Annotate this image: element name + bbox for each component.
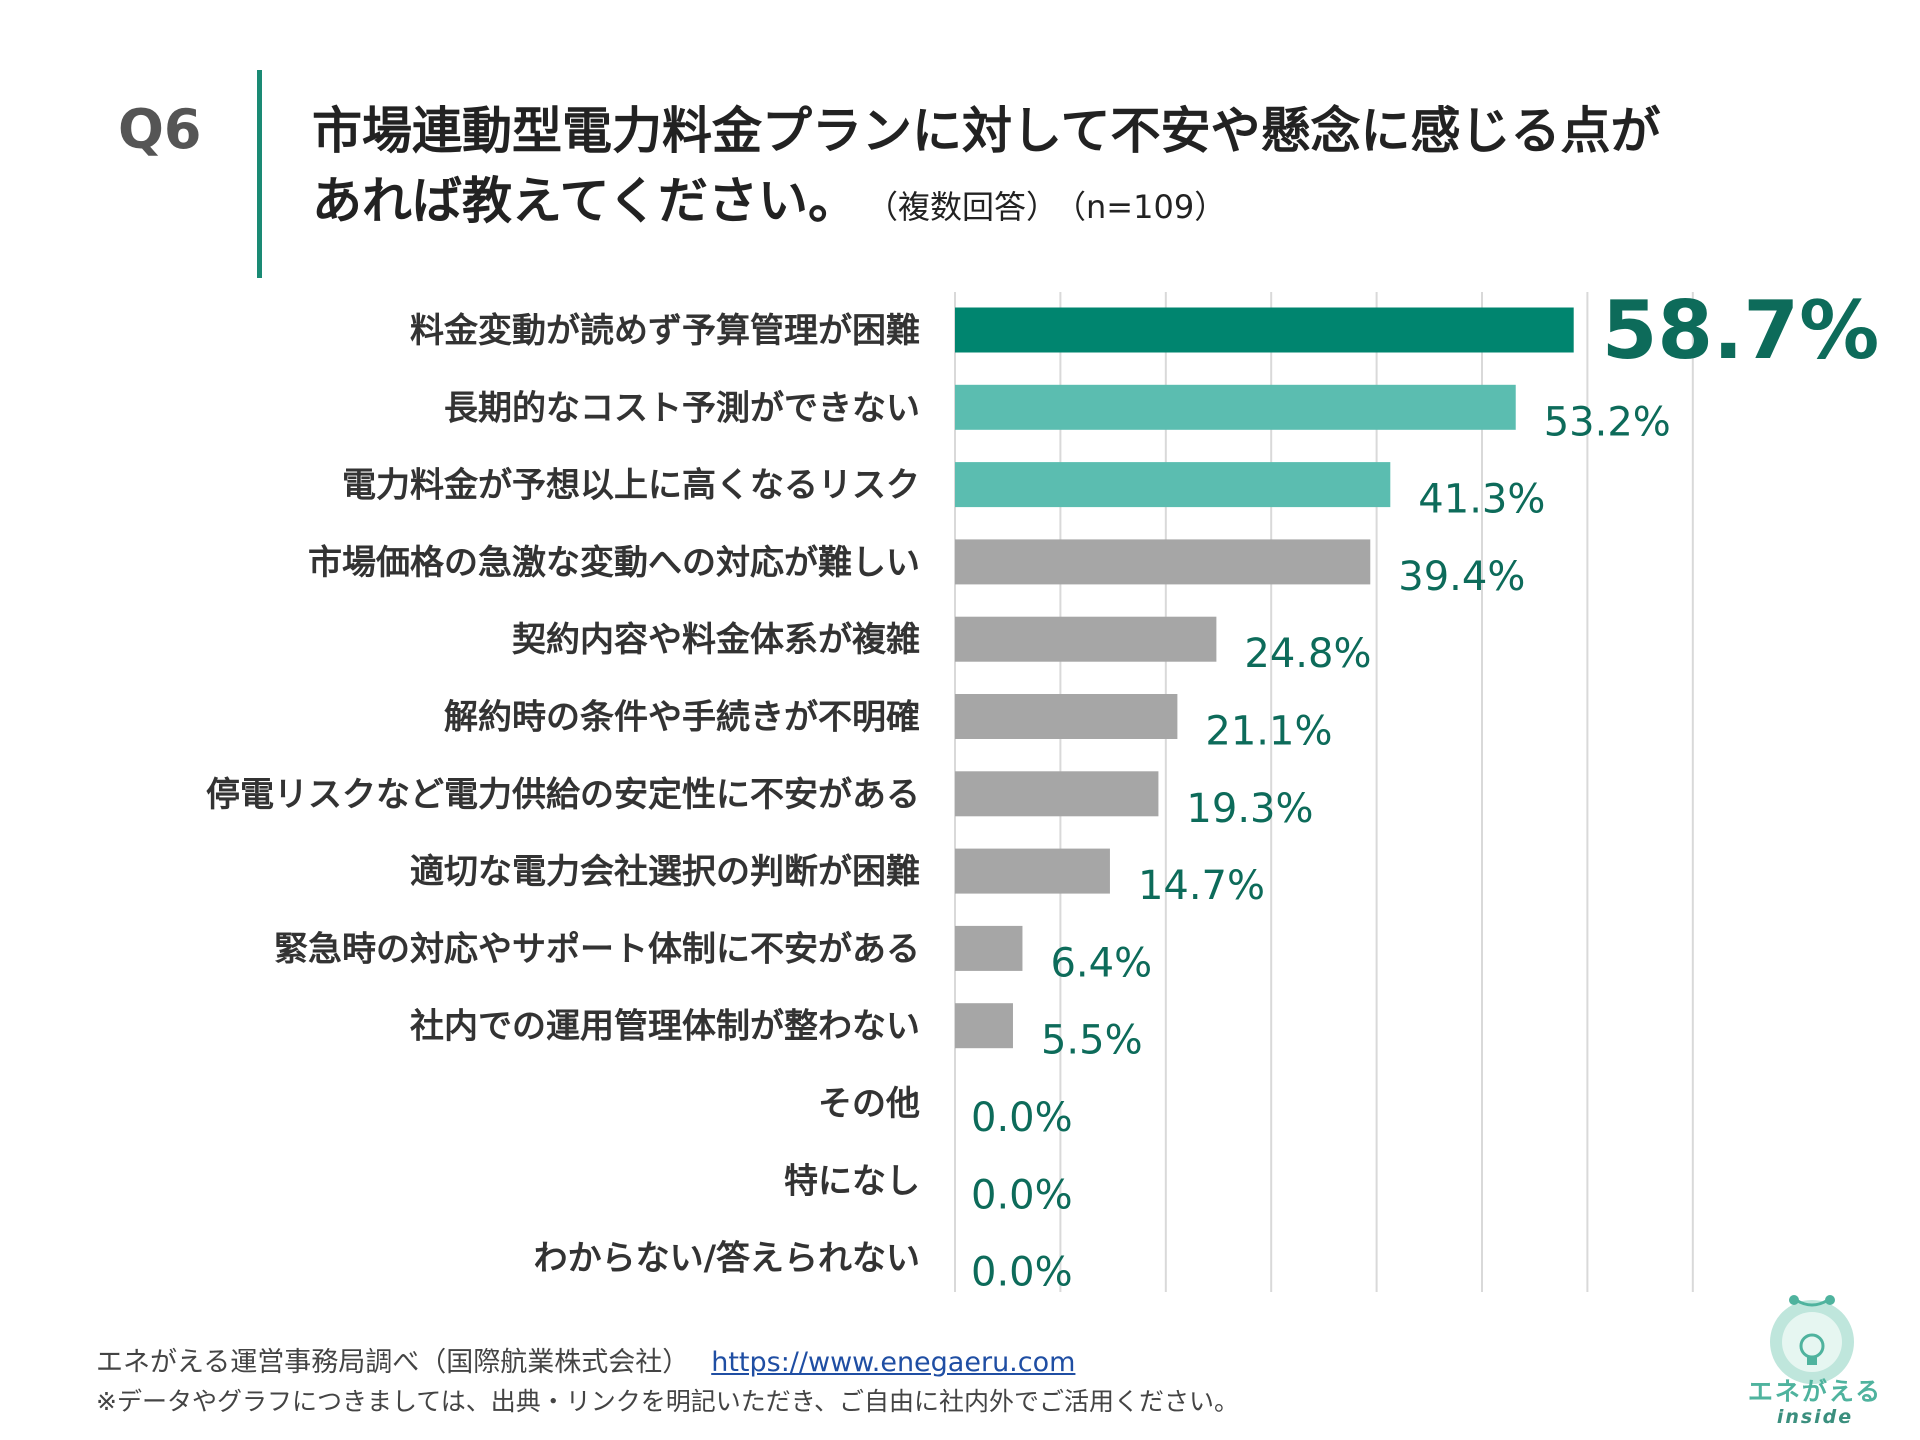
footer-note: ※データやグラフにつきましては、出典・リンクを明記いただき、ご自由に社内外でご活… xyxy=(96,1387,1239,1416)
question-number: Q6 xyxy=(118,98,202,161)
value-label: 14.7% xyxy=(1138,863,1265,909)
title-divider xyxy=(257,70,262,278)
bar xyxy=(955,694,1178,739)
footer-source: エネがえる運営事務局調べ（国際航業株式会社） https://www.enegae… xyxy=(96,1340,1075,1379)
bar xyxy=(955,307,1574,353)
value-label: 21.1% xyxy=(1205,709,1332,755)
category-label: その他 xyxy=(818,1084,920,1124)
bar xyxy=(955,925,1023,971)
category-label: わからない/答えられない xyxy=(534,1239,920,1279)
value-label: 6.4% xyxy=(1050,940,1152,986)
value-label: 0.0% xyxy=(971,1095,1073,1141)
bar xyxy=(955,462,1391,508)
category-label: 特になし xyxy=(784,1161,920,1201)
category-label: 電力料金が予想以上に高くなるリスク xyxy=(342,466,920,506)
question-title: 市場連動型電力料金プランに対して不安や懸念に感じる点が あれば教えてください。 （… xyxy=(312,96,1872,242)
sample-size-note: （n=109） xyxy=(1070,188,1227,226)
category-label: 社内での運用管理体制が整わない xyxy=(410,1007,920,1047)
value-label: 0.0% xyxy=(971,1172,1073,1218)
value-label: 19.3% xyxy=(1186,786,1313,832)
category-label: 料金変動が読めず予算管理が困難 xyxy=(410,311,920,351)
question-title-line2-row: あれば教えてください。 （複数回答） （n=109） xyxy=(312,166,1872,242)
value-label: 0.0% xyxy=(971,1250,1073,1296)
category-label: 停電リスクなど電力供給の安定性に不安がある xyxy=(206,775,920,815)
bar xyxy=(955,539,1371,585)
bar xyxy=(955,771,1159,817)
bar xyxy=(955,848,1110,894)
value-label: 24.8% xyxy=(1244,631,1371,677)
source-text: エネがえる運営事務局調べ（国際航業株式会社） xyxy=(96,1347,690,1378)
source-link[interactable]: https://www.enegaeru.com xyxy=(711,1347,1076,1378)
category-label: 適切な電力会社選択の判断が困難 xyxy=(410,852,920,892)
value-label: 5.5% xyxy=(1041,1018,1143,1064)
logo-sub: inside xyxy=(1776,1406,1854,1428)
category-label: 長期的なコスト予測ができない xyxy=(444,388,920,428)
question-title-line2: あれば教えてください。 xyxy=(312,172,858,230)
value-label: 53.2% xyxy=(1544,399,1671,445)
category-label: 緊急時の対応やサポート体制に不安がある xyxy=(274,929,920,969)
enegaeru-logo-icon xyxy=(1770,1295,1854,1384)
logo-text: エネがえる xyxy=(1747,1377,1883,1406)
value-label: 41.3% xyxy=(1418,477,1545,523)
bar xyxy=(955,616,1217,662)
multiple-answer-note: （複数回答） xyxy=(882,188,1059,226)
category-label: 契約内容や料金体系が複雑 xyxy=(512,620,920,660)
category-label: 解約時の条件や手続きが不明確 xyxy=(444,698,920,738)
bar xyxy=(955,384,1516,430)
bar xyxy=(955,1003,1013,1049)
question-title-line1: 市場連動型電力料金プランに対して不安や懸念に感じる点が xyxy=(312,102,1661,160)
value-label: 58.7% xyxy=(1602,284,1880,377)
bar-chart: 料金変動が読めず予算管理が困難 58.7% 長期的なコスト予測ができない 53.2% 電… xyxy=(206,284,1880,1296)
value-label: 39.4% xyxy=(1398,554,1525,600)
category-label: 市場価格の急激な変動への対応が難しい xyxy=(308,543,920,583)
